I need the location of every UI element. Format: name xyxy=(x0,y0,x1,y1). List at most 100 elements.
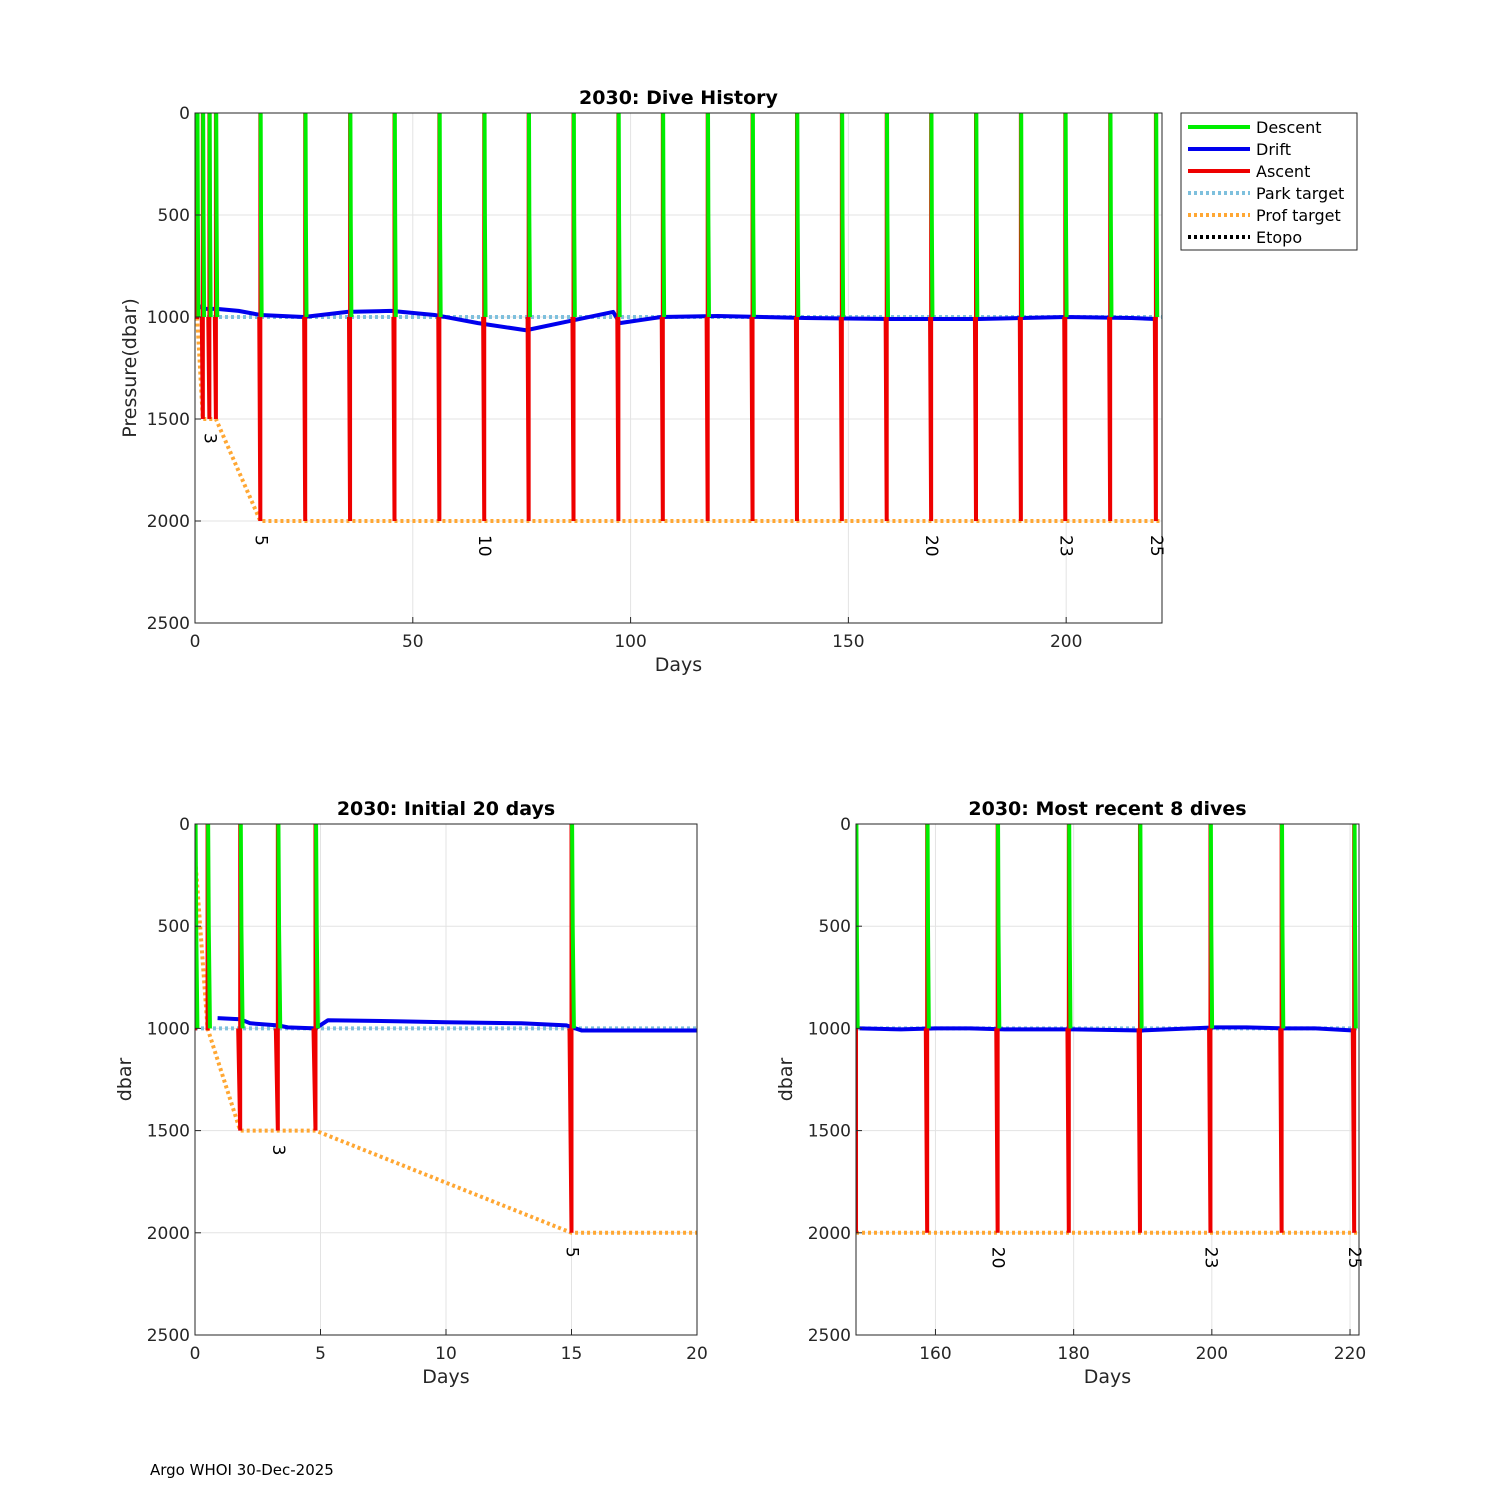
chart-2: 0 5 10 15 20 0 500 1000 1500 2000 2500 2030: Initia… xyxy=(114,798,708,1388)
x-tick-label: 160 xyxy=(919,1344,951,1364)
descent-line xyxy=(840,113,846,318)
x-tick-label: 5 xyxy=(315,1344,326,1364)
legend-label: Park target xyxy=(1256,184,1344,203)
cycle-number-label: 10 xyxy=(474,535,494,557)
descent-line xyxy=(570,824,576,1029)
y-tick-label: 0 xyxy=(179,104,190,124)
x-axis-label: Days xyxy=(422,1366,469,1388)
descent-line xyxy=(258,113,264,318)
descent-line xyxy=(201,113,207,318)
ticks xyxy=(194,112,1067,624)
descent-line xyxy=(314,824,320,1029)
series xyxy=(856,824,1359,1235)
plot-area xyxy=(856,824,1359,1335)
chart-3: 160 180 200 220 0 500 1000 1500 2000 2500 2030: Mo… xyxy=(775,798,1366,1388)
descent-line xyxy=(207,113,213,318)
y-tick-label: 0 xyxy=(179,815,190,835)
legend-item: Prof target xyxy=(1188,206,1341,225)
x-tick-label: 100 xyxy=(614,632,646,652)
cycle-number-label: 3 xyxy=(268,1145,288,1156)
descent-line xyxy=(276,824,283,1029)
descent-line xyxy=(1063,113,1069,318)
y-tick-label: 1000 xyxy=(808,1019,851,1039)
y-tick-label: 500 xyxy=(158,206,190,226)
x-axis-label: Days xyxy=(1084,1366,1131,1388)
legend-label: Descent xyxy=(1256,118,1322,137)
x-tick-label: 200 xyxy=(1196,1344,1228,1364)
descent-line xyxy=(482,113,488,318)
descent-line xyxy=(616,113,622,318)
legend-item: Drift xyxy=(1188,140,1291,159)
descent-line xyxy=(661,113,667,318)
y-tick-label: 1500 xyxy=(147,410,190,430)
legend-label: Ascent xyxy=(1256,162,1310,181)
cycle-number-label: 25 xyxy=(1344,1247,1364,1269)
cycle-number-label: 23 xyxy=(1200,1247,1220,1269)
descent-line xyxy=(1208,824,1215,1029)
y-tick-label: 2000 xyxy=(147,1224,190,1244)
descent-line xyxy=(1067,824,1073,1029)
descent-line xyxy=(206,824,212,1029)
legend-label: Drift xyxy=(1256,140,1291,159)
y-tick-label: 0 xyxy=(840,815,851,835)
x-tick-label: 0 xyxy=(190,632,201,652)
descent-line xyxy=(348,113,354,318)
cycle-number-label: 5 xyxy=(562,1247,582,1258)
ticks xyxy=(856,823,1351,1336)
legend-label: Etopo xyxy=(1256,228,1302,247)
plot-area xyxy=(195,113,1162,623)
legend-item: Park target xyxy=(1188,184,1344,203)
cycle-number-label: 25 xyxy=(1146,535,1166,557)
y-tick-label: 1000 xyxy=(147,1019,190,1039)
descent-line xyxy=(437,113,443,318)
descent-line xyxy=(1019,113,1025,318)
y-tick-label: 1000 xyxy=(147,308,190,328)
axes-box xyxy=(855,823,1360,1336)
series xyxy=(195,824,697,1235)
descent-line xyxy=(750,113,756,318)
legend-item: Ascent xyxy=(1188,162,1310,181)
y-tick-label: 1500 xyxy=(808,1122,851,1142)
descent-line xyxy=(238,824,245,1029)
x-tick-label: 15 xyxy=(561,1344,583,1364)
x-tick-label: 200 xyxy=(1050,632,1082,652)
x-tick-label: 50 xyxy=(402,632,424,652)
y-tick-label: 500 xyxy=(158,917,190,937)
cycle-number-label: 3 xyxy=(199,433,219,444)
descent-line xyxy=(925,824,931,1029)
cycle-number-label: 23 xyxy=(1055,535,1075,557)
descent-line xyxy=(526,113,532,318)
descent-line xyxy=(392,113,398,318)
y-tick-label: 2000 xyxy=(808,1224,851,1244)
x-tick-label: 10 xyxy=(435,1344,457,1364)
y-axis-label: dbar xyxy=(775,1058,797,1102)
chart-title: 2030: Initial 20 days xyxy=(337,798,555,820)
descent-line xyxy=(929,113,935,318)
descent-line xyxy=(1352,824,1358,1029)
descent-line xyxy=(795,113,801,318)
descent-line xyxy=(1280,824,1286,1029)
x-tick-label: 220 xyxy=(1334,1344,1366,1364)
descent-line xyxy=(974,113,980,318)
cycle-number-label: 20 xyxy=(921,535,941,557)
x-tick-label: 0 xyxy=(190,1344,201,1364)
y-tick-label: 2000 xyxy=(147,512,190,532)
y-axis-label: Pressure(dbar) xyxy=(119,298,141,438)
cycle-number-label: 20 xyxy=(988,1247,1008,1269)
descent-line xyxy=(214,113,220,318)
y-tick-label: 2500 xyxy=(808,1326,851,1346)
footer-credit: Argo WHOI 30-Dec-2025 xyxy=(150,1461,334,1479)
descent-line xyxy=(303,113,309,318)
ticks xyxy=(194,823,698,1336)
descent-line xyxy=(885,113,891,318)
x-tick-label: 20 xyxy=(686,1344,708,1364)
descent-line xyxy=(1108,113,1114,318)
chart-title: 2030: Most recent 8 dives xyxy=(968,798,1246,820)
y-tick-label: 2500 xyxy=(147,614,190,634)
legend-box xyxy=(1180,112,1358,251)
descent-line xyxy=(706,113,711,318)
chart-title: 2030: Dive History xyxy=(579,87,778,109)
y-axis-label: dbar xyxy=(114,1058,136,1102)
